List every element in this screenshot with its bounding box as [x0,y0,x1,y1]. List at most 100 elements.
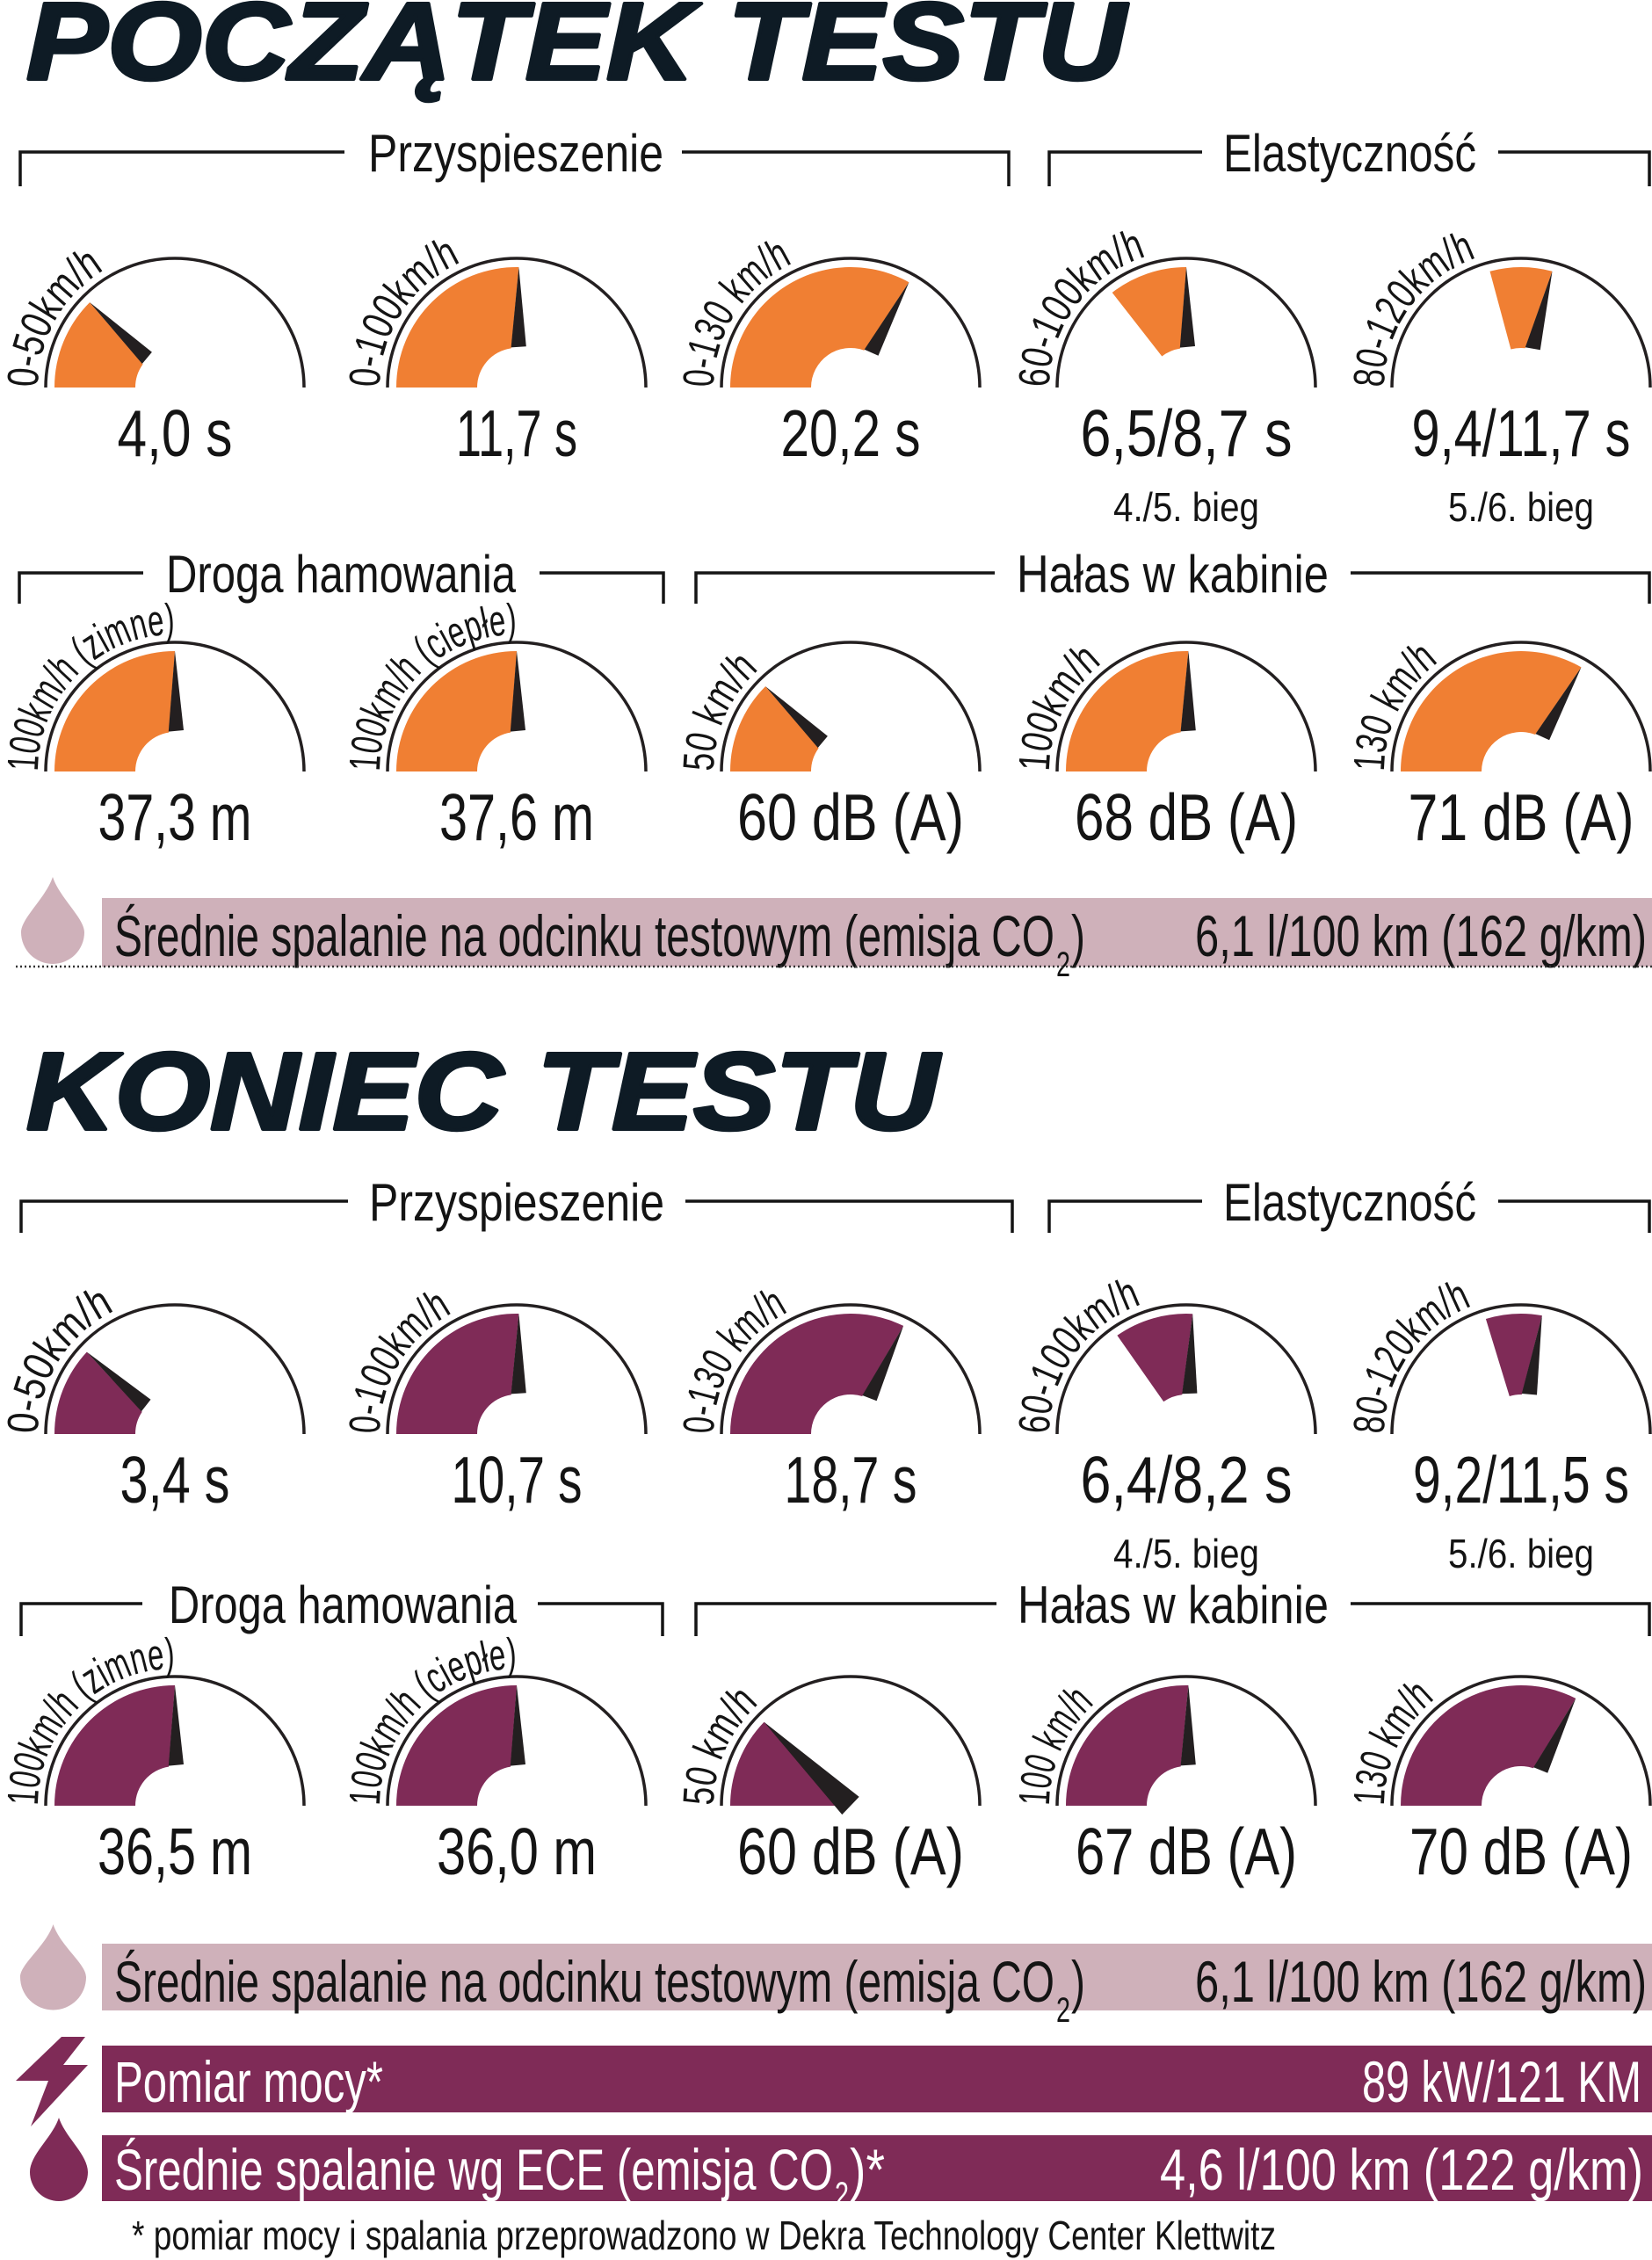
bracket-right [1351,571,1651,604]
gauge-value: 37,3 m [98,780,252,854]
fuel-bar [102,1944,1652,2010]
gauge-gear-note: 4./5. bieg [1113,1531,1259,1576]
gauge: 0-130 km/h18,7 s [674,1278,982,1517]
gauge-scale-arc [1055,257,1317,388]
gauge-value: 11,7 s [456,396,577,470]
gauge-scale-arc [720,1303,982,1435]
gauge-value-sector [396,1685,517,1806]
gauge-value-sector [1401,1684,1576,1806]
gauge-scale-arc [1390,1303,1652,1435]
gauge-value: 36,0 m [437,1815,597,1888]
lightning-bolt-icon [16,2037,88,2126]
gauge-value-sector [1066,650,1189,771]
gauge-value: 60 dB (A) [737,780,964,854]
gauge-label-text: 80-120km/h [1344,1270,1476,1435]
bracket-right [682,150,1011,186]
power-label: Pomiar mocy* [114,2049,383,2114]
gauge: 0-130 km/h20,2 s [674,228,982,470]
gauge-needle [168,1685,184,1766]
gauge-value-sector [396,651,517,771]
gauge: 0-50km/h3,4 s [0,1276,306,1517]
header-elasticity: Elastyczność [1047,124,1651,186]
header-noise: Hałas w kabinie [694,1575,1651,1636]
gauge-needle [1535,667,1582,741]
gauge-value: 20,2 s [781,396,921,470]
gauge-value: 18,7 s [785,1443,917,1517]
gauge-value: 9,4/11,7 s [1412,396,1631,470]
bracket-left [18,150,344,186]
footnote: * pomiar mocy i spalania przeprowadzono … [132,2213,1276,2258]
header-noise: Hałas w kabinie [694,545,1651,604]
gauge: 0-50km/h4,0 s [0,237,306,470]
gauge-scale-arc [1055,1675,1317,1807]
fuel-drop-icon [30,2118,88,2201]
gauge-value: 60 dB (A) [737,1815,964,1888]
gauge-value: 67 dB (A) [1076,1815,1297,1888]
gauge-scale-arc [44,1303,306,1435]
power-value: 89 kW/121 KM [1362,2049,1641,2114]
gauge-value-sector [1401,651,1582,771]
gauge-value-sector [396,266,519,388]
gauge-label-text: 60-100km/h [1010,1268,1146,1435]
gauge-scale-arc [1390,641,1652,772]
gauges-layer: 0-50km/h4,0 s0-100km/h11,7 s0-130 km/h20… [0,219,1652,1888]
bracket-right [685,1199,1014,1233]
gauge-needle [1179,267,1195,348]
header-acceleration: Przyspieszenie [18,124,1011,186]
gauge-value: 10,7 s [452,1443,583,1517]
bracket-right [1351,1602,1651,1636]
bracket-left [694,571,995,604]
gauge-needle [1525,271,1553,351]
gauge-scale-arc [386,641,648,772]
header-label: Elastyczność [1223,124,1476,183]
section-title: POCZĄTEK TESTU [26,0,1128,103]
gauge: 100km/h (ciepłe)36,0 m [340,1629,648,1888]
gauge-label-text: 80-120km/h [1344,221,1481,388]
gauge: 50 km/h60 dB (A) [674,641,982,854]
bracket-left [1047,150,1202,186]
fuel-drop-icon [20,1924,86,2010]
power-bar [102,2046,1652,2112]
gauge: 100km/h (ciepłe)37,6 m [340,595,648,854]
gauge-gear-note: 4./5. bieg [1113,484,1259,530]
gauge-needle [168,651,184,732]
gauge: 130 km/h70 dB (A) [1344,1670,1652,1888]
bracket-left [19,1602,142,1636]
fuel-test-value: 6,1 l/100 km (162 g/km) [1195,1949,1647,2014]
gauge-scale-arc [720,1675,982,1807]
gauge-needle [1533,1698,1576,1773]
fuel-test-label: Średnie spalanie na odcinku testowym (em… [114,1949,1054,2014]
gauge: 100km/h (zimne)36,5 m [0,1629,306,1888]
section-title: KONIEC TESTU [26,1031,941,1153]
gauge: 100 km/h67 dB (A) [1010,1675,1317,1888]
gauge-scale-arc [44,257,306,388]
power-row: Pomiar mocy* 89 kW/121 KM [16,2037,1652,2126]
bracket-left [18,571,143,604]
fuel-ece-label-tail: )* [850,2137,885,2202]
gauge: 60-100km/h6,5/8,7 s4./5. bieg [1010,219,1317,530]
gauge-scale-arc [1055,1303,1317,1435]
gauge-scale-arc [386,1303,648,1435]
gauge-needle [86,1351,151,1412]
fuel-bar [102,898,1652,967]
gauge-value: 37,6 m [439,780,594,854]
gauge: 0-100km/h10,7 s [340,1279,648,1517]
bracket-left [1047,1199,1202,1233]
gauge-needle [1182,1314,1198,1394]
fuel-ece-row: Średnie spalanie wg ECE (emisja CO 2 )* … [30,2118,1652,2214]
gauge-value: 36,5 m [98,1815,252,1888]
gauge-value-sector [730,1314,904,1434]
gauge-value: 6,5/8,7 s [1081,396,1293,470]
fuel-test-subscript: 2 [1056,945,1070,984]
gauge-needle [1180,1685,1196,1766]
gauge-scale-arc [386,1675,648,1807]
bracket-right [540,571,665,604]
fuel-test-label-tail: ) [1071,1949,1085,2014]
header-label: Przyspieszenie [369,1173,664,1232]
gauge-value-sector [730,686,819,771]
gauge-value: 9,2/11,5 s [1413,1443,1629,1517]
header-acceleration: Przyspieszenie [19,1173,1014,1233]
gauge: 60-100km/h 6,4/8,2 s 4./5. bieg [1010,1268,1317,1576]
fuel-test-row: Średnie spalanie na odcinku testowym (em… [16,877,1652,984]
